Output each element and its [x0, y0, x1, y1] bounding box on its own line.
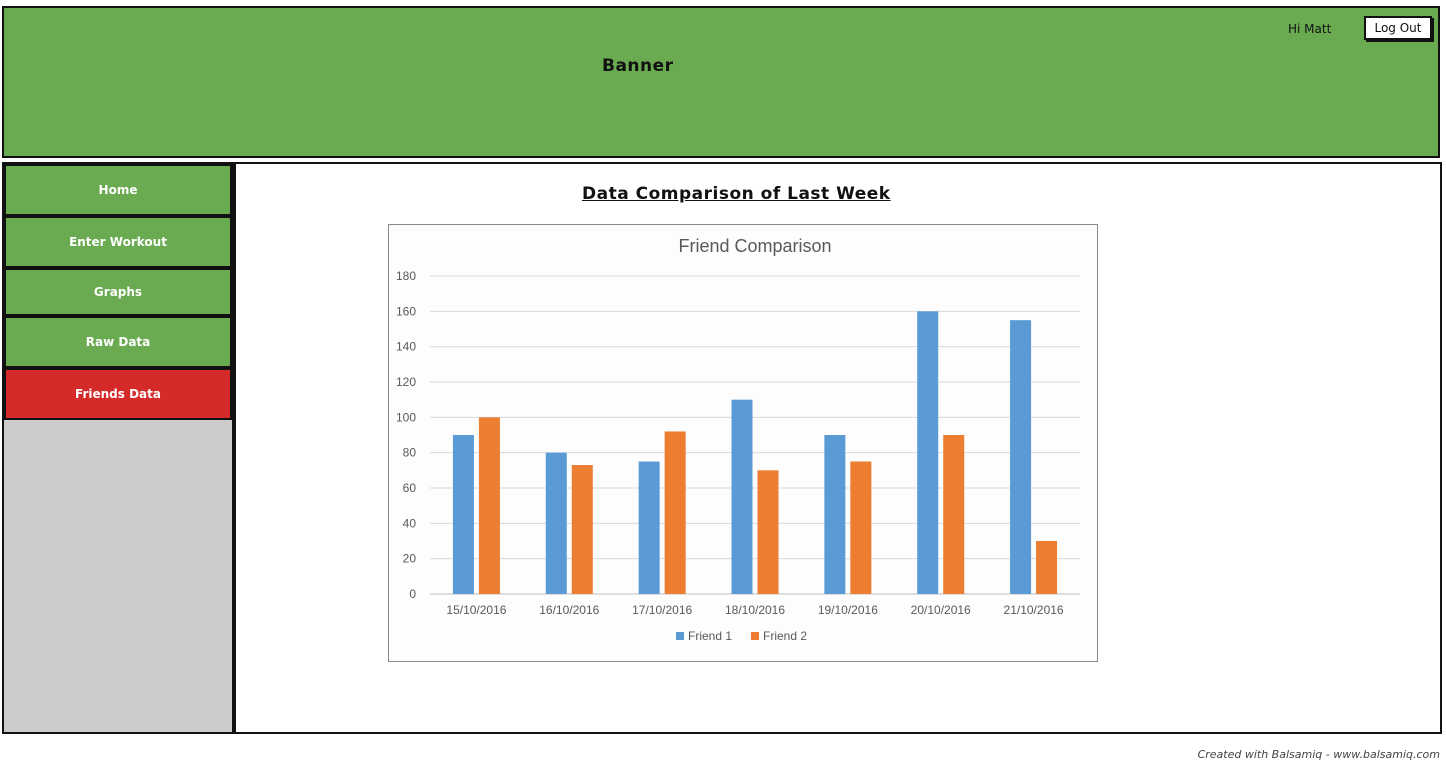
legend-label: Friend 1 — [688, 629, 732, 643]
bar-1 — [731, 399, 753, 594]
y-tick-label: 120 — [396, 375, 416, 389]
bar-1 — [917, 311, 939, 594]
sidebar-item-friends-data[interactable]: Friends Data — [4, 368, 232, 420]
sidebar-item-label: Home — [98, 183, 138, 197]
y-tick-label: 40 — [403, 516, 417, 530]
logout-button[interactable]: Log Out — [1364, 16, 1432, 40]
bar-2 — [664, 431, 686, 594]
legend-swatch — [676, 632, 684, 640]
x-tick-label: 16/10/2016 — [539, 603, 599, 617]
bar-2 — [571, 465, 593, 594]
y-tick-label: 80 — [403, 446, 417, 460]
sidebar-item-label: Friends Data — [75, 387, 161, 401]
y-tick-label: 100 — [396, 410, 416, 424]
friend-comparison-chart: Friend Comparison 0 20 40 60 80 100 120 140 160 18… — [396, 236, 1080, 643]
y-tick-label: 160 — [396, 304, 416, 318]
bar-1 — [452, 435, 474, 594]
x-tick-label: 21/10/2016 — [1004, 603, 1064, 617]
sidebar-item-home[interactable]: Home — [4, 164, 232, 216]
bar-1 — [824, 435, 846, 594]
x-tick-label: 17/10/2016 — [632, 603, 692, 617]
sidebar-item-graphs[interactable]: Graphs — [4, 268, 232, 316]
y-tick-label: 180 — [396, 269, 416, 283]
bar-1 — [1010, 320, 1032, 594]
legend-label: Friend 2 — [763, 629, 807, 643]
user-greeting: Hi Matt — [1288, 22, 1332, 36]
page-title: Data Comparison of Last Week — [582, 184, 891, 204]
x-tick-label: 19/10/2016 — [818, 603, 878, 617]
y-tick-label: 0 — [409, 587, 416, 601]
x-tick-label: 20/10/2016 — [911, 603, 971, 617]
y-tick-label: 140 — [396, 340, 416, 354]
banner — [2, 6, 1440, 158]
sidebar-item-enter-workout[interactable]: Enter Workout — [4, 216, 232, 268]
sidebar-item-raw-data[interactable]: Raw Data — [4, 316, 232, 368]
x-tick-label: 18/10/2016 — [725, 603, 785, 617]
chart-title: Friend Comparison — [678, 236, 831, 256]
banner-title: Banner — [602, 56, 674, 76]
bar-2 — [850, 461, 872, 594]
sidebar: Home Enter Workout Graphs Raw Data Frien… — [2, 162, 234, 734]
legend-swatch — [751, 632, 759, 640]
footer-credit: Created with Balsamiq - www.balsamiq.com — [1197, 748, 1440, 761]
sidebar-item-label: Enter Workout — [69, 235, 167, 249]
sidebar-item-label: Raw Data — [85, 335, 151, 349]
bar-2 — [1036, 541, 1058, 594]
bar-1 — [638, 461, 660, 594]
y-tick-label: 20 — [403, 552, 417, 566]
bar-2 — [757, 470, 779, 594]
sidebar-item-label: Graphs — [93, 285, 143, 299]
bar-2 — [478, 417, 500, 594]
x-tick-label: 15/10/2016 — [446, 603, 506, 617]
y-tick-label: 60 — [403, 481, 417, 495]
bar-2 — [943, 435, 965, 594]
bar-1 — [545, 452, 567, 594]
